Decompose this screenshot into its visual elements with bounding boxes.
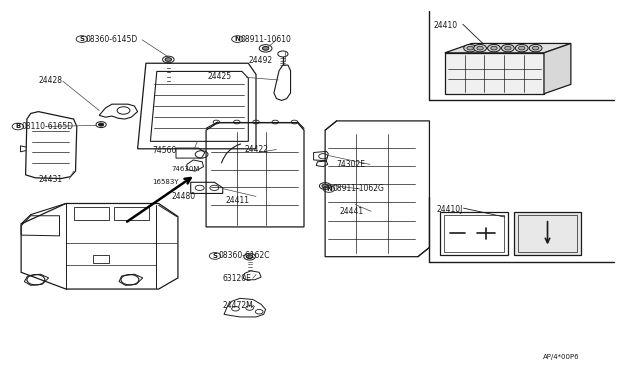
Text: 16583Y: 16583Y bbox=[152, 179, 179, 185]
Circle shape bbox=[502, 44, 515, 52]
Circle shape bbox=[504, 46, 511, 50]
Bar bbox=[518, 215, 577, 252]
Polygon shape bbox=[445, 53, 544, 94]
Circle shape bbox=[529, 44, 542, 52]
Text: 24425: 24425 bbox=[208, 72, 232, 81]
Text: 24441: 24441 bbox=[339, 207, 364, 216]
Text: 24410: 24410 bbox=[434, 21, 458, 30]
Text: 74630M: 74630M bbox=[172, 166, 200, 172]
Bar bbox=[74, 207, 109, 220]
Text: 24480: 24480 bbox=[172, 192, 196, 201]
Text: 24411: 24411 bbox=[225, 196, 249, 205]
Text: 08360-6162C: 08360-6162C bbox=[218, 251, 269, 260]
Circle shape bbox=[518, 46, 525, 50]
Text: 24492: 24492 bbox=[248, 56, 273, 65]
Circle shape bbox=[99, 123, 104, 126]
Text: 63120E: 63120E bbox=[223, 274, 252, 283]
Bar bbox=[444, 215, 504, 252]
Circle shape bbox=[262, 46, 269, 50]
Text: 74302E: 74302E bbox=[336, 160, 365, 169]
Text: 24472M: 24472M bbox=[223, 301, 253, 310]
Circle shape bbox=[532, 46, 539, 50]
Circle shape bbox=[322, 184, 328, 188]
Circle shape bbox=[474, 44, 486, 52]
Text: 74560: 74560 bbox=[152, 146, 177, 155]
Circle shape bbox=[464, 44, 477, 52]
Text: S: S bbox=[79, 36, 84, 42]
Text: 24428: 24428 bbox=[38, 76, 63, 85]
Polygon shape bbox=[445, 44, 571, 53]
Text: N: N bbox=[234, 36, 241, 42]
Text: 08360-6145D: 08360-6145D bbox=[85, 35, 138, 44]
Circle shape bbox=[515, 44, 528, 52]
Text: AP/4*00P6: AP/4*00P6 bbox=[543, 354, 579, 360]
Text: S: S bbox=[212, 253, 218, 259]
Circle shape bbox=[477, 46, 483, 50]
Circle shape bbox=[488, 44, 500, 52]
Polygon shape bbox=[544, 44, 571, 94]
Text: 24410J: 24410J bbox=[436, 205, 463, 214]
Text: 24431: 24431 bbox=[38, 175, 63, 184]
Text: B: B bbox=[15, 124, 20, 129]
Circle shape bbox=[246, 255, 253, 259]
Circle shape bbox=[165, 58, 172, 61]
Circle shape bbox=[467, 46, 474, 50]
Text: 08911-1062G: 08911-1062G bbox=[332, 185, 384, 193]
Bar bbox=[114, 207, 149, 220]
Text: N: N bbox=[326, 186, 332, 192]
Bar bbox=[440, 212, 508, 255]
Bar bbox=[514, 212, 581, 255]
Circle shape bbox=[491, 46, 497, 50]
Text: 08911-10610: 08911-10610 bbox=[241, 35, 291, 44]
Text: 08110-6165D: 08110-6165D bbox=[21, 122, 73, 131]
Text: 24422: 24422 bbox=[244, 145, 269, 154]
Bar bbox=[93, 255, 109, 263]
